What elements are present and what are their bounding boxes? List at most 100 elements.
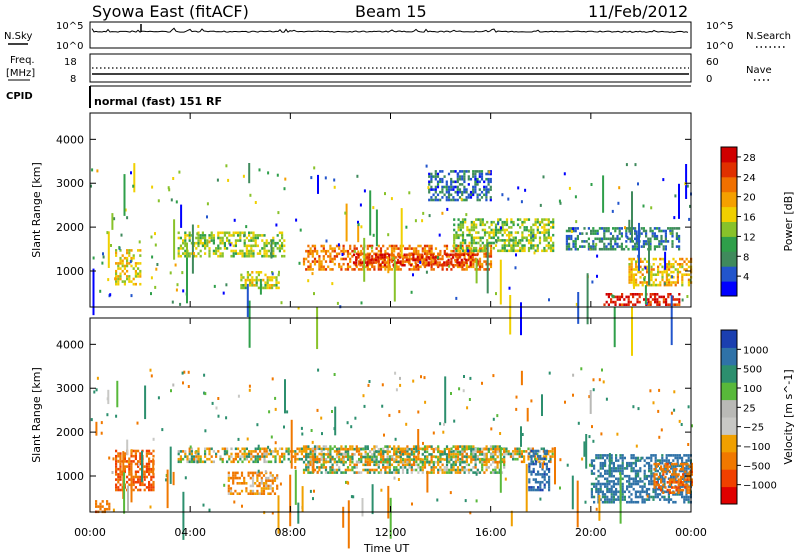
echo-cell: [223, 247, 226, 250]
echo-cell: [425, 164, 428, 168]
echo-cell: [303, 450, 306, 453]
echo-cell: [248, 239, 251, 242]
echo-cell: [437, 463, 440, 467]
echo-cell: [439, 422, 442, 426]
echo-cell: [182, 457, 185, 461]
echo-cell: [452, 466, 455, 469]
echo-cell: [248, 460, 251, 464]
echo-cell: [148, 460, 151, 463]
echo-cell: [672, 265, 675, 269]
echo-cell: [430, 460, 433, 464]
echo-cell: [649, 242, 652, 246]
colorbar-tick-label: 28: [743, 153, 756, 164]
echo-cell: [581, 232, 584, 235]
echo-cell: [499, 231, 502, 234]
echo-cell: [274, 396, 277, 400]
echo-cell: [478, 172, 481, 176]
echo-cell: [667, 273, 670, 277]
echo-cell: [274, 460, 277, 464]
echo-cell: [641, 283, 644, 287]
echo-cell: [248, 300, 251, 348]
echo-cell: [333, 445, 336, 448]
echo-cell: [592, 378, 595, 382]
echo-cell: [259, 457, 262, 461]
echo-cell: [653, 486, 656, 489]
echo-cell: [399, 466, 402, 469]
echo-cell: [115, 483, 118, 487]
echo-cell: [324, 466, 328, 469]
echo-cell: [395, 455, 398, 458]
echo-cell: [252, 450, 255, 453]
beam-title: Beam 15: [355, 2, 427, 21]
echo-cell: [439, 198, 442, 202]
echo-cell: [148, 465, 151, 468]
echo-cell: [436, 263, 439, 267]
echo-cell: [386, 455, 389, 459]
echo-cell: [454, 471, 457, 474]
echo-cell: [195, 247, 198, 250]
echo-cell: [136, 421, 139, 425]
echo-cell: [649, 300, 652, 304]
echo-cell: [256, 476, 259, 480]
echo-cell: [241, 452, 244, 456]
echo-cell: [384, 466, 387, 469]
echo-cell: [676, 298, 679, 301]
echo-cell: [178, 170, 181, 174]
echo-cell: [657, 486, 660, 489]
echo-cell: [547, 452, 550, 456]
echo-cell: [682, 481, 685, 484]
echo-cell: [128, 254, 131, 257]
echo-cell: [530, 462, 533, 466]
echo-cell: [609, 245, 612, 248]
echo-cell: [472, 445, 475, 448]
echo-cell: [465, 198, 468, 202]
echo-cell: [399, 453, 402, 456]
echo-cell: [472, 185, 475, 189]
echo-cell: [690, 483, 693, 487]
echo-cell: [457, 223, 460, 227]
echo-cell: [305, 268, 308, 271]
echo-cell: [93, 390, 96, 394]
echo-cell: [458, 253, 461, 257]
echo-cell: [494, 460, 497, 464]
echo-cell: [286, 410, 289, 414]
echo-cell: [663, 482, 666, 486]
nsky-label: N.Sky: [4, 31, 32, 42]
echo-cell: [456, 468, 460, 472]
echo-cell: [410, 257, 413, 261]
echo-cell: [463, 170, 466, 173]
echo-cell: [245, 452, 248, 456]
echo-cell: [260, 476, 263, 480]
echo-cell: [452, 265, 455, 269]
echo-cell: [190, 452, 193, 456]
echo-cell: [382, 463, 385, 467]
echo-cell: [456, 466, 460, 469]
echo-cell: [190, 450, 193, 453]
echo-cell: [503, 244, 506, 247]
echo-cell: [302, 260, 306, 263]
echo-cell: [467, 468, 471, 472]
echo-cell: [382, 257, 385, 261]
echo-cell: [422, 441, 424, 445]
echo-cell: [654, 298, 657, 301]
echo-cell: [527, 218, 531, 221]
echo-cell: [615, 477, 618, 481]
echo-cell: [395, 262, 398, 266]
echo-cell: [657, 265, 660, 269]
echo-cell: [552, 249, 555, 253]
echo-cell: [156, 263, 159, 266]
echo-cell: [193, 455, 196, 458]
echo-cell: [647, 237, 650, 241]
echo-cell: [458, 183, 462, 186]
echo-cell: [675, 475, 678, 479]
echo-cell: [412, 379, 415, 383]
echo-cell: [377, 265, 380, 269]
echo-cell: [673, 298, 676, 301]
colorbar-swatch: [721, 266, 737, 282]
echo-cell: [217, 249, 220, 253]
echo-cell: [305, 249, 308, 253]
echo-cell: [204, 392, 207, 396]
echo-cell: [349, 260, 352, 263]
echo-cell: [119, 467, 122, 471]
echo-cell: [652, 263, 655, 266]
